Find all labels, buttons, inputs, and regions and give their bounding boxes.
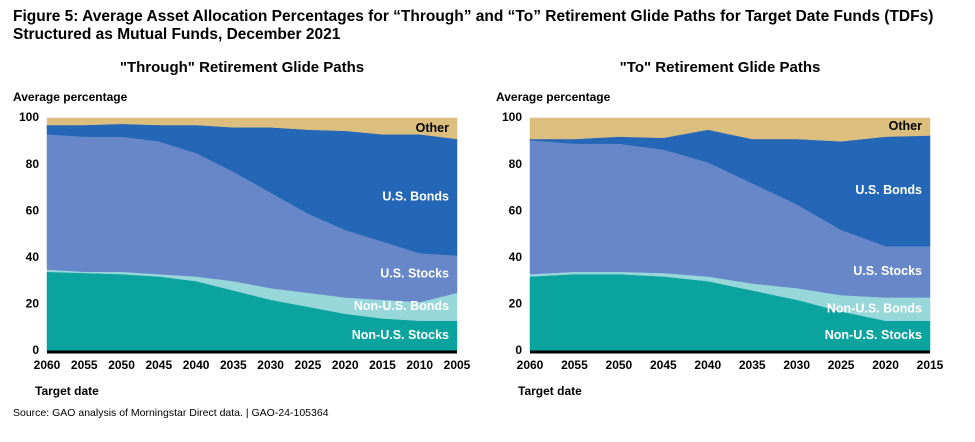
series-label: Other bbox=[889, 119, 922, 133]
x-tick-label: 2045 bbox=[650, 358, 677, 372]
series-label: U.S. Bonds bbox=[855, 183, 922, 197]
x-tick-label: 2030 bbox=[257, 358, 284, 372]
x-tick-label: 2060 bbox=[34, 358, 61, 372]
x-tick-label: 2055 bbox=[71, 358, 98, 372]
y-tick-label: 80 bbox=[509, 157, 523, 171]
x-tick-label: 2045 bbox=[145, 358, 172, 372]
series-label: Other bbox=[416, 121, 449, 135]
series-label: U.S. Stocks bbox=[853, 264, 922, 278]
y-tick-label: 60 bbox=[26, 203, 40, 217]
x-tick-label: 2060 bbox=[517, 358, 544, 372]
area bbox=[529, 117, 931, 142]
x-axis-label: Target date bbox=[518, 384, 582, 398]
series-label: Non-U.S. Bonds bbox=[354, 299, 449, 313]
x-tick-label: 2015 bbox=[917, 358, 944, 372]
chart-subtitle: "Through" Retirement Glide Paths bbox=[120, 59, 364, 76]
y-tick-label: 100 bbox=[19, 110, 39, 124]
x-tick-label: 2005 bbox=[444, 358, 471, 372]
y-tick-label: 20 bbox=[26, 297, 40, 311]
series-label: U.S. Stocks bbox=[380, 266, 449, 280]
x-axis-label: Target date bbox=[35, 384, 99, 398]
area bbox=[46, 117, 458, 140]
series-label: Non-U.S. Stocks bbox=[352, 328, 449, 342]
series-label: Non-U.S. Bonds bbox=[827, 301, 922, 315]
y-axis-label: Average percentage bbox=[496, 90, 611, 104]
series-label: Non-U.S. Stocks bbox=[825, 328, 922, 342]
x-tick-label: 2040 bbox=[694, 358, 721, 372]
x-tick-label: 2010 bbox=[406, 358, 433, 372]
y-tick-label: 80 bbox=[26, 157, 40, 171]
x-tick-label: 2025 bbox=[828, 358, 855, 372]
x-tick-label: 2020 bbox=[872, 358, 899, 372]
series-label: U.S. Bonds bbox=[382, 190, 449, 204]
x-tick-label: 2035 bbox=[739, 358, 766, 372]
x-tick-label: 2055 bbox=[561, 358, 588, 372]
y-tick-label: 40 bbox=[26, 250, 40, 264]
x-tick-label: 2035 bbox=[220, 358, 247, 372]
x-tick-label: 2030 bbox=[783, 358, 810, 372]
y-tick-label: 0 bbox=[32, 343, 39, 357]
y-tick-label: 40 bbox=[509, 250, 523, 264]
x-tick-label: 2050 bbox=[108, 358, 135, 372]
x-tick-label: 2020 bbox=[332, 358, 359, 372]
x-tick-label: 2040 bbox=[183, 358, 210, 372]
x-tick-label: 2015 bbox=[369, 358, 396, 372]
figure-title: Figure 5: Average Asset Allocation Perce… bbox=[13, 8, 934, 43]
x-tick-label: 2025 bbox=[295, 358, 322, 372]
y-tick-label: 100 bbox=[502, 110, 522, 124]
y-axis-label: Average percentage bbox=[13, 90, 128, 104]
y-tick-label: 0 bbox=[515, 343, 522, 357]
chart-subtitle: "To" Retirement Glide Paths bbox=[620, 59, 821, 76]
x-tick-label: 2050 bbox=[606, 358, 633, 372]
source-note: Source: GAO analysis of Morningstar Dire… bbox=[13, 407, 329, 419]
y-tick-label: 20 bbox=[509, 297, 523, 311]
y-tick-label: 60 bbox=[509, 203, 523, 217]
